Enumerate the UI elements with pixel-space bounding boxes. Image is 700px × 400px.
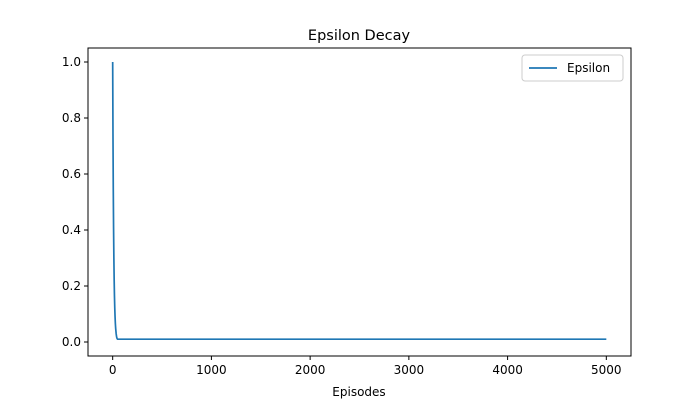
plot-area — [87, 47, 632, 357]
axes-frame — [87, 47, 632, 357]
x-axis-ticks: 0 1000 2000 3000 4000 5000 — [109, 356, 622, 377]
y-tick-label: 0.4 — [62, 223, 81, 237]
chart-title: Epsilon Decay — [308, 28, 411, 44]
x-tick-label: 0 — [109, 363, 117, 377]
legend-box — [521, 54, 624, 82]
x-tick-label: 2000 — [295, 363, 326, 377]
series-layer — [111, 61, 607, 341]
legend-label-epsilon: Epsilon — [567, 61, 610, 75]
x-tick-label: 4000 — [492, 363, 523, 377]
series-line-epsilon — [111, 61, 607, 341]
y-tick-label: 0.8 — [62, 111, 81, 125]
y-tick-label: 0.6 — [62, 167, 81, 181]
y-tick-label: 0.0 — [62, 335, 81, 349]
y-axis-ticks: 0.0 0.2 0.4 0.6 0.8 1.0 — [62, 55, 88, 349]
legend: Epsilon — [521, 54, 624, 82]
x-tick-label: 1000 — [196, 363, 227, 377]
y-tick-label: 0.2 — [62, 279, 81, 293]
x-axis-label: Episodes — [332, 385, 385, 399]
y-tick-label: 1.0 — [62, 55, 81, 69]
x-tick-label: 5000 — [591, 363, 622, 377]
x-tick-label: 3000 — [394, 363, 425, 377]
